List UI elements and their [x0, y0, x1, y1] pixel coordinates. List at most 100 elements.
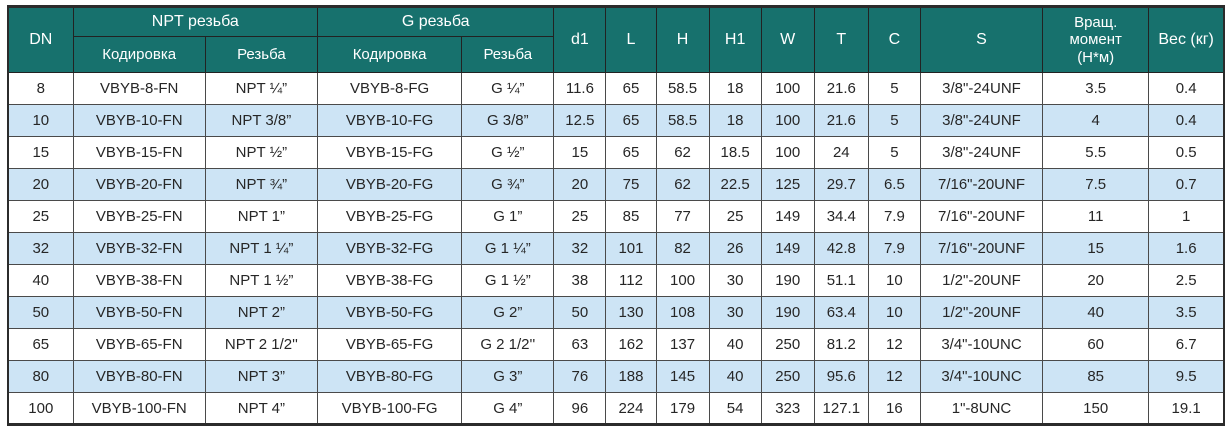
cell-h1: 40	[708, 360, 762, 393]
cell-d1: 76	[553, 360, 607, 393]
cell-h: 108	[655, 296, 710, 329]
header-weight: Вес (кг)	[1148, 6, 1225, 73]
specifications-table-wrapper: DN NPT резьба G резьба d1 L H H1 W T C S…	[7, 5, 1225, 426]
cell-s: 3/8"-24UNF	[919, 72, 1044, 105]
cell-h: 62	[655, 168, 710, 201]
cell-c: 7.9	[867, 232, 921, 265]
cell-npt-thread: NPT ¾”	[204, 168, 318, 201]
cell-l: 101	[605, 232, 657, 265]
table-row: 100 VBYB-100-FN NPT 4” VBYB-100-FG G 4” …	[7, 392, 1225, 425]
cell-npt-coding: VBYB-100-FN	[72, 392, 206, 425]
cell-h1: 40	[708, 328, 762, 361]
cell-t: 63.4	[813, 296, 869, 329]
cell-g-thread: G 1 ¼”	[461, 232, 555, 265]
cell-s: 1/2"-20UNF	[919, 264, 1044, 297]
cell-torque: 5.5	[1042, 136, 1150, 169]
cell-c: 12	[867, 360, 921, 393]
cell-g-coding: VBYB-20-FG	[316, 168, 463, 201]
cell-s: 3/4"-10UNC	[919, 360, 1044, 393]
cell-t: 95.6	[813, 360, 869, 393]
table-row: 25 VBYB-25-FN NPT 1” VBYB-25-FG G 1” 25 …	[7, 200, 1225, 233]
cell-g-coding: VBYB-15-FG	[316, 136, 463, 169]
table-row: 20 VBYB-20-FN NPT ¾” VBYB-20-FG G ¾” 20 …	[7, 168, 1225, 201]
cell-npt-coding: VBYB-15-FN	[72, 136, 206, 169]
cell-weight: 2.5	[1148, 264, 1225, 297]
header-h1: H1	[708, 6, 762, 73]
header-npt-group: NPT резьба	[72, 6, 318, 37]
cell-s: 1"-8UNC	[919, 392, 1044, 425]
cell-t: 42.8	[813, 232, 869, 265]
cell-g-coding: VBYB-65-FG	[316, 328, 463, 361]
cell-npt-coding: VBYB-10-FN	[72, 104, 206, 137]
cell-l: 65	[605, 104, 657, 137]
cell-torque: 4	[1042, 104, 1150, 137]
cell-npt-thread: NPT 1 ¼”	[204, 232, 318, 265]
cell-npt-thread: NPT 1 ½”	[204, 264, 318, 297]
header-h: H	[655, 6, 710, 73]
cell-weight: 0.4	[1148, 104, 1225, 137]
cell-d1: 32	[553, 232, 607, 265]
cell-npt-coding: VBYB-8-FN	[72, 72, 206, 105]
cell-dn: 25	[7, 200, 74, 233]
header-d1: d1	[553, 6, 607, 73]
cell-torque: 7.5	[1042, 168, 1150, 201]
cell-h1: 26	[708, 232, 762, 265]
cell-npt-coding: VBYB-80-FN	[72, 360, 206, 393]
cell-h: 137	[655, 328, 710, 361]
cell-g-coding: VBYB-10-FG	[316, 104, 463, 137]
cell-t: 81.2	[813, 328, 869, 361]
cell-torque: 150	[1042, 392, 1150, 425]
cell-t: 29.7	[813, 168, 869, 201]
table-body: 8 VBYB-8-FN NPT ¼” VBYB-8-FG G ¼” 11.6 6…	[7, 72, 1225, 425]
cell-g-coding: VBYB-38-FG	[316, 264, 463, 297]
cell-g-thread: G 4”	[461, 392, 555, 425]
cell-h1: 18	[708, 104, 762, 137]
cell-h: 100	[655, 264, 710, 297]
header-npt-coding: Кодировка	[72, 36, 206, 73]
cell-w: 250	[760, 360, 815, 393]
cell-dn: 65	[7, 328, 74, 361]
cell-weight: 3.5	[1148, 296, 1225, 329]
cell-c: 5	[867, 136, 921, 169]
cell-l: 130	[605, 296, 657, 329]
cell-l: 112	[605, 264, 657, 297]
cell-s: 3/4"-10UNC	[919, 328, 1044, 361]
header-g-thread: Резьба	[461, 36, 555, 73]
cell-c: 5	[867, 104, 921, 137]
cell-d1: 11.6	[553, 72, 607, 105]
header-sub-row: Кодировка Резьба Кодировка Резьба	[8, 36, 1224, 73]
cell-h: 58.5	[655, 104, 710, 137]
cell-h: 179	[655, 392, 710, 425]
cell-torque: 40	[1042, 296, 1150, 329]
cell-npt-thread: NPT 1”	[204, 200, 318, 233]
cell-s: 7/16"-20UNF	[919, 232, 1044, 265]
table-row: 10 VBYB-10-FN NPT 3/8” VBYB-10-FG G 3/8”…	[7, 104, 1225, 137]
cell-torque: 3.5	[1042, 72, 1150, 105]
cell-c: 10	[867, 296, 921, 329]
cell-h: 58.5	[655, 72, 710, 105]
cell-torque: 85	[1042, 360, 1150, 393]
cell-w: 190	[760, 264, 815, 297]
table-row: 50 VBYB-50-FN NPT 2” VBYB-50-FG G 2” 50 …	[7, 296, 1225, 329]
cell-weight: 19.1	[1148, 392, 1225, 425]
cell-l: 75	[605, 168, 657, 201]
cell-g-thread: G 3/8”	[461, 104, 555, 137]
cell-c: 16	[867, 392, 921, 425]
cell-h1: 18	[708, 72, 762, 105]
cell-npt-thread: NPT ½”	[204, 136, 318, 169]
header-torque: Вращ. момент (Н*м)	[1042, 6, 1150, 73]
cell-weight: 0.4	[1148, 72, 1225, 105]
cell-h1: 30	[708, 296, 762, 329]
cell-g-coding: VBYB-80-FG	[316, 360, 463, 393]
header-g-group: G резьба	[316, 6, 555, 37]
cell-g-coding: VBYB-32-FG	[316, 232, 463, 265]
cell-g-coding: VBYB-100-FG	[316, 392, 463, 425]
cell-s: 3/8"-24UNF	[919, 104, 1044, 137]
cell-t: 21.6	[813, 104, 869, 137]
cell-torque: 15	[1042, 232, 1150, 265]
header-t: T	[813, 6, 869, 73]
cell-npt-coding: VBYB-65-FN	[72, 328, 206, 361]
cell-g-coding: VBYB-50-FG	[316, 296, 463, 329]
cell-weight: 1	[1148, 200, 1225, 233]
cell-g-thread: G ¼”	[461, 72, 555, 105]
